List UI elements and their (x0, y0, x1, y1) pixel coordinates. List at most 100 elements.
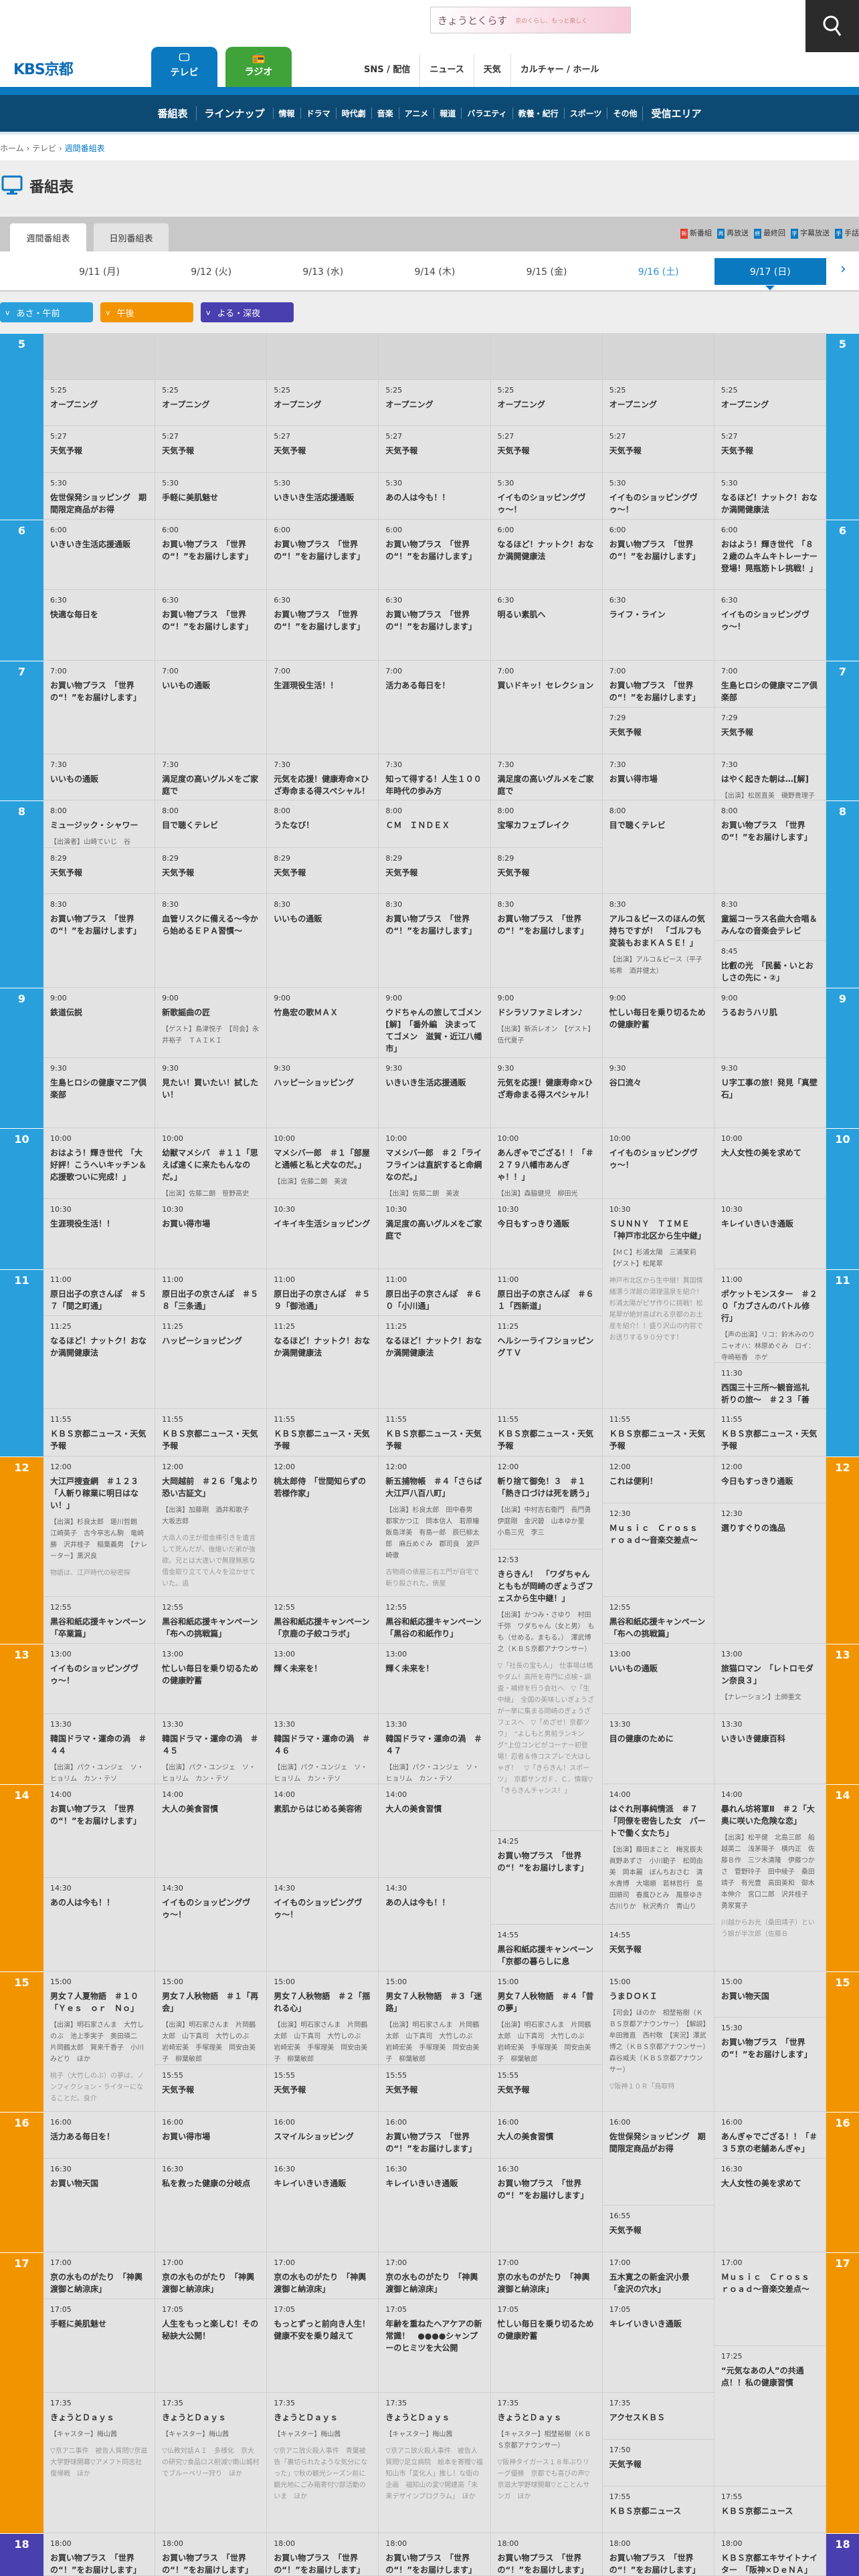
program-cell[interactable]: 12:55 黒谷和紙応援キャンペーン 「黒谷の和紙作り」 (379, 1597, 491, 1644)
program-cell[interactable]: 14:00 大人の美食習慣 (379, 1784, 491, 1878)
program-cell[interactable]: 9:00 新歌謡曲の匠 【ゲスト】島津悦子 【司会】永井裕子 ＴＡＩＫＩ (155, 988, 268, 1058)
tab-daily-schedule[interactable]: 日別番組表 (94, 223, 169, 251)
program-cell[interactable]: 10:30 満足度の高いグルメをご家庭で (379, 1199, 491, 1269)
program-cell[interactable]: 14:55 天気予報 (602, 1925, 714, 1971)
program-cell[interactable]: 10:00 マメシバ一郎 ＃２「ライフラインは直訳すると命綱なのだ。」 【出演】佐藤… (379, 1128, 491, 1199)
filter-button[interactable]: v 午後 (100, 302, 193, 322)
date-tab[interactable]: 9/13 (水) (302, 267, 344, 278)
nav-item[interactable]: 情報 (272, 108, 300, 119)
program-cell[interactable]: 11:00 原日出子の京さんぽ ＃６０「小川通」 (379, 1269, 491, 1316)
program-cell[interactable]: 8:00 ＣＭ ＩＮＤＥＸ (379, 800, 491, 848)
program-cell[interactable]: 10:30 キレイいきいき通販 (714, 1199, 826, 1269)
program-cell[interactable]: 15:55 天気予報 (155, 2065, 268, 2112)
program-cell[interactable]: 13:30 韓国ドラマ・運命の渦 ＃４４ 【出演】パク・ユンジェ ソ・ヒョリム カン… (43, 1714, 156, 1784)
nav-item[interactable]: ドラマ (300, 108, 336, 119)
program-cell[interactable]: 5:27 天気予報 (155, 426, 268, 473)
program-cell[interactable]: 17:05 年齢を重ねたヘアケアの新常識！ ●●●●シャンプーのヒミツを大公開 (379, 2299, 491, 2393)
program-cell[interactable]: 13:00 輝く未来を！ (379, 1644, 491, 1714)
program-cell[interactable]: 17:05 忙しい毎日を乗り切るための健康貯蓄 (490, 2299, 603, 2393)
program-cell[interactable]: 12:53 きらきん！ 「ワダちゃんとももが岡崎のぎょうざフェスから生中継！」 【出… (490, 1549, 603, 1831)
program-cell[interactable]: 16:00 お買い得市場 (155, 2112, 268, 2159)
program-cell[interactable]: 12:00 大江戸捜査網 ＃１２３「人斬り稼業に明日はない！」 【出演】杉良太郎 瑳… (43, 1457, 156, 1597)
program-cell[interactable]: 7:30 はやく起きた朝は…[解] 【出演】松居直美 磯野貴理子 (714, 754, 826, 800)
program-cell[interactable]: 8:45 比叡の光 「民藝・いとおしさの先に・②」 (714, 941, 826, 988)
program-cell[interactable]: 11:25 なるほど！ナットク！おなか満開健康法 (43, 1316, 156, 1409)
program-cell[interactable]: 6:30 明るい素肌へ (490, 590, 603, 661)
nav-item[interactable]: バラエティ (461, 108, 512, 119)
program-cell[interactable]: 16:55 天気予報 (602, 2206, 714, 2252)
program-cell[interactable]: 5:27 天気予報 (490, 426, 603, 473)
program-cell[interactable]: 8:29 天気予報 (43, 848, 156, 894)
program-cell[interactable]: 11:00 原日出子の京さんぽ ＃５７「間之町通」 (43, 1269, 156, 1316)
program-cell[interactable]: 9:00 うるおうハリ肌 (714, 988, 826, 1058)
date-tab[interactable]: 9/16 (土) (638, 267, 679, 278)
program-cell[interactable]: 5:25 オープニング (267, 380, 379, 426)
program-cell[interactable]: 18:00 ＫＢＳ京都エキサイトナイター 「阪神×ＤｅＮＡ」 (714, 2533, 826, 2576)
program-cell[interactable]: 16:00 スマイルショッピング (267, 2112, 379, 2159)
program-cell[interactable]: 7:00 生涯現役生活！！ (267, 661, 379, 754)
program-cell[interactable]: 7:00 お買い物プラス 「世界の“！”をお届けします」 (602, 661, 714, 708)
program-cell[interactable]: 6:00 お買い物プラス 「世界の“！”をお届けします」 (379, 520, 491, 590)
nav-item[interactable]: ラインナップ (195, 106, 273, 120)
program-cell[interactable]: 5:30 あの人は今も！！ (379, 473, 491, 520)
program-cell[interactable]: 12:30 選りすぐりの逸品 (714, 1503, 826, 1644)
program-cell[interactable]: 9:00 ドシラソファミレオン♪ 【出演】新浜レオン 【ゲスト】伍代夏子 (490, 988, 603, 1058)
program-cell[interactable]: 13:00 イイものショッピングヴゥ〜！ (43, 1644, 156, 1714)
program-cell[interactable]: 11:55 ＫＢＳ京都ニュース・天気予報 (379, 1409, 491, 1457)
program-cell[interactable]: 9:00 ウドちゃんの旅してゴメン[解] 「番外編 決まっててゴメン 滋賀・近江八… (379, 988, 491, 1058)
program-cell[interactable]: 12:55 黒谷和紙応援キャンペーン 「布への挑戦篇」 (602, 1597, 714, 1644)
filter-button[interactable]: v よる・深夜 (201, 302, 294, 322)
program-cell[interactable]: 17:05 キレイいきいき通販 (602, 2299, 714, 2393)
program-cell[interactable]: 6:30 お買い物プラス 「世界の“！”をお届けします」 (155, 590, 268, 661)
program-cell[interactable]: 15:30 お買い物プラス 「世界の“！”をお届けします」 (714, 2018, 826, 2112)
program-cell[interactable]: 11:25 ハッピーショッピング (155, 1316, 268, 1409)
program-cell[interactable]: 9:30 生島ヒロシの健康マニア倶楽部 (43, 1058, 156, 1128)
program-cell[interactable]: 16:00 お買い物プラス 「世界の“！”をお届けします」 (379, 2112, 491, 2159)
program-cell[interactable]: 17:35 きょうとＤａｙｓ 【キャスター】梅山茜 ▽京アニ事件 被告人質問▽京滋大学… (43, 2393, 156, 2533)
program-cell[interactable]: 15:00 男女７人夏物語 ＃１０「Ｙｅｓ ｏｒ Ｎｏ」 【出演】明石家さんま 大竹… (43, 1971, 156, 2112)
program-cell[interactable]: 17:35 アクセスＫＢＳ (602, 2393, 714, 2440)
program-cell[interactable]: 5:27 天気予報 (267, 426, 379, 473)
program-cell[interactable]: 5:27 天気予報 (379, 426, 491, 473)
program-cell[interactable]: 13:30 韓国ドラマ・運命の渦 ＃４５ 【出演】パク・ユンジェ ソ・ヒョリム カン… (155, 1714, 268, 1784)
program-cell[interactable]: 18:00 お買い物プラス 「世界の“！”をお届けします」 (267, 2533, 379, 2576)
program-cell[interactable]: 6:00 いきいき生活応援通販 (43, 520, 156, 590)
kbs-kyoto-logo[interactable]: KBS京都 (13, 62, 74, 78)
program-cell[interactable]: 11:55 ＫＢＳ京都ニュース・天気予報 (602, 1409, 714, 1457)
program-cell[interactable]: 6:00 お買い物プラス 「世界の“！”をお届けします」 (267, 520, 379, 590)
program-cell[interactable]: 12:00 斬り捨て御免！３ ＃１「熱き口づけは死を誘う」 【出演】中村吉右衛門 長… (490, 1457, 603, 1549)
program-cell[interactable]: 16:30 私を救った健康の分岐点 (155, 2159, 268, 2252)
next-week-arrow-icon[interactable]: › (840, 261, 846, 278)
program-cell[interactable]: 11:25 なるほど！ナットク！おなか満開健康法 (379, 1316, 491, 1409)
program-cell[interactable]: 5:30 いきいき生活応援通販 (267, 473, 379, 520)
program-cell[interactable]: 7:00 活力ある毎日を！ (379, 661, 491, 754)
program-cell[interactable]: 6:30 ライフ・ライン (602, 590, 714, 661)
date-tab[interactable]: 9/17 (日) (714, 258, 826, 290)
nav-item[interactable]: その他 (607, 108, 642, 119)
breadcrumb-tv[interactable]: テレビ (32, 144, 57, 153)
program-cell[interactable]: 16:00 あんぎゃでござる！！「＃３５京の老舗あんぎゃ」 (714, 2112, 826, 2159)
program-cell[interactable]: 8:00 目で聴くテレビ (602, 800, 714, 894)
program-cell[interactable]: 8:30 いいもの通販 (267, 894, 379, 988)
program-cell[interactable]: 6:30 お買い物プラス 「世界の“！”をお届けします」 (267, 590, 379, 661)
nav-sns[interactable]: SNS / 配信 (364, 65, 411, 75)
tab-radio[interactable]: 📻 ラジオ (225, 47, 292, 87)
program-cell[interactable]: 14:30 イイものショッピングヴゥ〜！ (267, 1878, 379, 1971)
program-cell[interactable]: 11:25 ヘルシーライフショッピングＴＶ (490, 1316, 603, 1409)
program-cell[interactable]: 16:30 キレイいきいき通販 (267, 2159, 379, 2252)
program-cell[interactable]: 8:00 うたなび！ (267, 800, 379, 848)
program-cell[interactable]: 10:00 大人女性の美を求めて (714, 1128, 826, 1199)
program-cell[interactable]: 11:55 ＫＢＳ京都ニュース・天気予報 (490, 1409, 603, 1457)
program-cell[interactable]: 14:55 黒谷和紙応援キャンペーン 「京都の暮らしに息 (490, 1925, 603, 1971)
program-cell[interactable]: 13:30 目の健康のために (602, 1714, 714, 1784)
date-tab[interactable]: 9/15 (金) (526, 267, 567, 278)
program-cell[interactable]: 17:00 京の水ものがたり 「神輿渡御と納涼床」 (490, 2252, 603, 2299)
program-cell[interactable]: 9:30 Ｕ字工事の旅！発見「真壁石」 (714, 1058, 826, 1128)
program-cell[interactable]: 13:00 輝く未来を！ (267, 1644, 379, 1714)
program-cell[interactable]: 9:30 いきいき生活応援通販 (379, 1058, 491, 1128)
program-cell[interactable]: 8:29 天気予報 (267, 848, 379, 894)
program-cell[interactable]: 12:00 桃太郎侍 「世間知らずの若様作家」 (267, 1457, 379, 1597)
program-cell[interactable]: 5:25 オープニング (490, 380, 603, 426)
program-cell[interactable]: 7:00 いいもの通販 (155, 661, 268, 754)
program-cell[interactable]: 9:30 ハッピーショッピング (267, 1058, 379, 1128)
